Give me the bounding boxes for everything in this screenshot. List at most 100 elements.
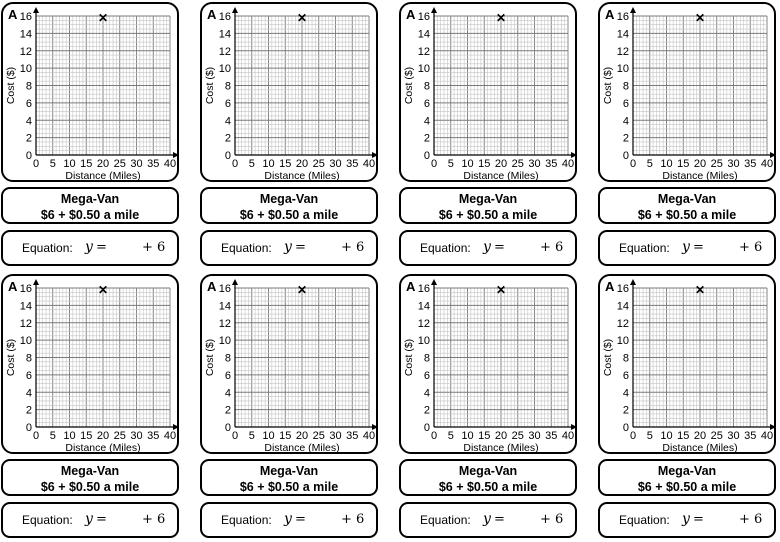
y-tick-label: 2 [26, 133, 32, 145]
x-tick-label: 20 [495, 430, 507, 442]
x-tick-label: 5 [448, 430, 454, 442]
x-tick-label: 25 [313, 430, 325, 442]
x-tick-label: 10 [461, 158, 473, 170]
x-tick-label: 25 [711, 158, 723, 170]
x-tick-label: 30 [329, 158, 341, 170]
company-name: Mega-Van [657, 464, 717, 478]
y-tick-label: 0 [225, 150, 231, 162]
y-axis-arrow [431, 7, 437, 13]
equation-variable: y [483, 511, 491, 527]
company-name: Mega-Van [259, 464, 319, 478]
x-tick-label: 0 [232, 158, 238, 170]
y-tick-label: 12 [418, 318, 430, 330]
x-tick-label: 20 [97, 158, 109, 170]
equation-label: Equation: [22, 241, 73, 255]
y-tick-label: 0 [623, 150, 629, 162]
y-tick-label: 14 [20, 28, 32, 40]
x-tick-label: 15 [478, 158, 490, 170]
x-tick-label: 5 [50, 158, 56, 170]
y-axis-title: Cost ($) [403, 67, 415, 104]
y-tick-label: 8 [623, 353, 629, 365]
y-axis-title: Cost ($) [5, 339, 17, 376]
equation-variable: y [85, 511, 93, 527]
y-tick-label: 12 [418, 46, 430, 58]
y-axis-title: Cost ($) [204, 339, 216, 376]
x-tick-label: 35 [346, 158, 358, 170]
y-tick-label: 14 [617, 28, 629, 40]
x-tick-label: 20 [97, 430, 109, 442]
x-tick-label: 0 [431, 430, 437, 442]
pricing-text: $6 + $0.50 a mile [40, 208, 140, 222]
y-tick-label: 16 [617, 11, 629, 23]
graph-panel: 0 2 4 6 8 10 12 14 16 0 5 10 15 20 25 30 35 40 Distance (M… [200, 2, 378, 182]
x-tick-label: 30 [130, 430, 142, 442]
x-tick-label: 10 [262, 158, 274, 170]
equation-label: Equation: [221, 241, 272, 255]
company-name: Mega-Van [657, 192, 717, 206]
x-axis-arrow [770, 152, 776, 158]
x-axis-arrow [372, 152, 378, 158]
company-info-box: Mega-Van $6 + $0.50 a mile [200, 187, 378, 224]
company-info-box: Mega-Van $6 + $0.50 a mile [598, 459, 776, 496]
y-axis-title: Cost ($) [602, 339, 614, 376]
y-tick-label: 2 [225, 133, 231, 145]
equation-label: Equation: [619, 513, 670, 527]
pricing-text: $6 + $0.50 a mile [239, 208, 339, 222]
x-tick-label: 25 [512, 158, 524, 170]
y-tick-label: 4 [424, 387, 430, 399]
graph-panel: 0 2 4 6 8 10 12 14 16 0 5 10 15 20 25 30 35 40 Distance (M… [598, 2, 776, 182]
x-tick-label: 35 [744, 430, 756, 442]
equation-equals: = [295, 240, 306, 255]
cross-marker-icon: ✕ [496, 11, 506, 25]
equation-label: Equation: [221, 513, 272, 527]
y-tick-label: 2 [225, 405, 231, 417]
cross-marker-icon: ✕ [496, 283, 506, 297]
x-tick-label: 0 [630, 430, 636, 442]
x-tick-label: 20 [296, 430, 308, 442]
y-tick-label: 6 [623, 98, 629, 110]
x-axis-title: Distance (Miles) [662, 442, 737, 454]
equation-box: Equation: y = + 6 [598, 502, 776, 538]
company-info-box: Mega-Van $6 + $0.50 a mile [399, 459, 577, 496]
y-tick-label: 14 [219, 300, 231, 312]
y-tick-label: 2 [424, 405, 430, 417]
y-tick-label: 6 [26, 98, 32, 110]
y-tick-label: 8 [26, 81, 32, 93]
y-tick-label: 8 [424, 81, 430, 93]
y-tick-label: 4 [225, 387, 231, 399]
company-name: Mega-Van [60, 192, 120, 206]
equation-box: Equation: y = + 6 [399, 230, 577, 266]
x-tick-label: 25 [711, 430, 723, 442]
y-tick-label: 8 [424, 353, 430, 365]
y-tick-label: 10 [20, 335, 32, 347]
y-tick-label: 12 [617, 318, 629, 330]
y-tick-label: 6 [424, 98, 430, 110]
equation-constant: + 6 [739, 240, 763, 255]
equation-constant: + 6 [341, 512, 365, 527]
x-tick-label: 15 [677, 158, 689, 170]
equation-label: Equation: [420, 513, 471, 527]
company-info-box: Mega-Van $6 + $0.50 a mile [399, 187, 577, 224]
graph-panel: 0 2 4 6 8 10 12 14 16 0 5 10 15 20 25 30 35 40 Distance (M… [399, 274, 577, 454]
x-tick-label: 25 [512, 430, 524, 442]
equation-box: Equation: y = + 6 [1, 230, 179, 266]
y-tick-label: 16 [219, 283, 231, 295]
y-axis-arrow [630, 279, 636, 285]
x-tick-label: 10 [660, 430, 672, 442]
x-tick-label: 20 [495, 158, 507, 170]
equation-constant: + 6 [142, 240, 166, 255]
graph-panel: 0 2 4 6 8 10 12 14 16 0 5 10 15 20 25 30 35 40 Distance (M… [1, 274, 179, 454]
y-axis-arrow [33, 279, 39, 285]
cross-marker-icon: ✕ [98, 11, 108, 25]
x-axis-title: Distance (Miles) [662, 170, 737, 182]
x-tick-label: 5 [249, 430, 255, 442]
y-tick-label: 0 [26, 422, 32, 434]
y-tick-label: 16 [20, 283, 32, 295]
y-tick-label: 14 [617, 300, 629, 312]
y-tick-label: 4 [623, 387, 629, 399]
x-tick-label: 40 [363, 158, 375, 170]
x-tick-label: 35 [545, 430, 557, 442]
